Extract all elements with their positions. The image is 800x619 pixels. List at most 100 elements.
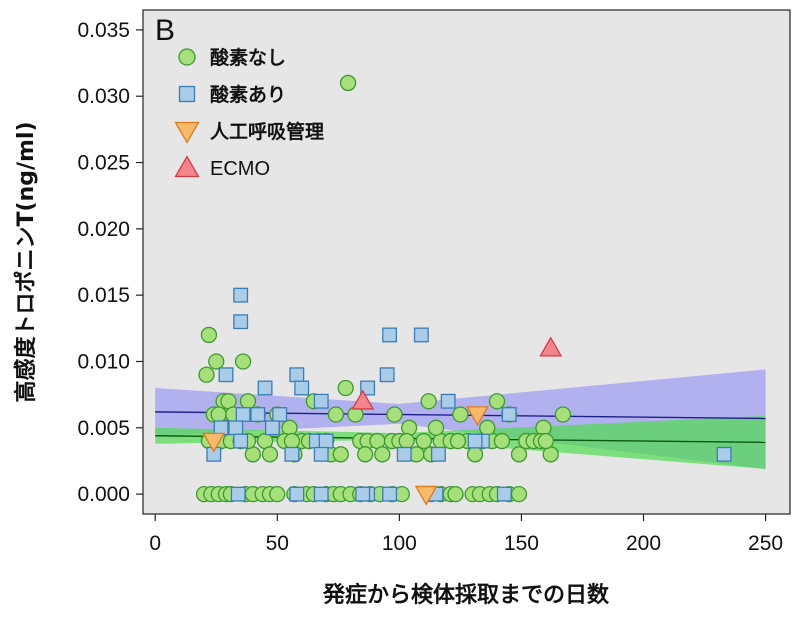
series-1-point-58 (510, 446, 528, 463)
series-2-point-16 (250, 407, 266, 422)
series-2-point-21 (318, 433, 334, 449)
x-axis: 0 50 100 150 200 250 (149, 514, 783, 555)
series-2-point-14 (235, 407, 251, 422)
series-4-point-2 (539, 336, 563, 357)
series-2-point-30 (716, 446, 732, 462)
series-1-point-25 (535, 419, 552, 436)
series-3-point-3 (466, 406, 489, 427)
series-2-point-23 (467, 433, 483, 449)
legend-label-4: ECMO (210, 158, 270, 180)
series-1-point-66 (479, 419, 496, 436)
series-1-point-26 (554, 406, 572, 423)
series-2-point-24 (396, 446, 412, 462)
series-1-point-6 (234, 353, 252, 370)
legend-label-3: 人工呼吸管理 (210, 120, 324, 143)
series-2-point-12 (440, 393, 456, 409)
series-2-point-11 (313, 393, 329, 409)
x-tick-label: 250 (748, 532, 783, 555)
series-4-point-1 (351, 389, 375, 410)
series-2-point-25 (430, 446, 446, 462)
series-4 (351, 336, 563, 410)
series-1-point-47 (400, 419, 418, 436)
series-2-point-13 (501, 407, 517, 422)
series-1-point-49 (415, 432, 432, 450)
series-1-point-63 (357, 446, 374, 463)
series-1-point-33 (261, 446, 279, 463)
series-1-point-57 (493, 432, 511, 450)
x-tick-label: 150 (504, 532, 539, 555)
y-tick-label: 0.035 (77, 19, 130, 42)
y-tick-label: 0.005 (77, 417, 130, 440)
series-1-point-11 (210, 406, 227, 423)
series-1-point-8 (337, 379, 354, 397)
x-tick-label: 50 (266, 532, 289, 555)
series-2-point-8 (413, 327, 429, 343)
y-tick-label: 0.025 (77, 152, 130, 175)
series-2-point-17 (213, 420, 229, 436)
series-3 (202, 406, 489, 506)
series-2-point-9 (257, 380, 273, 396)
x-tick-label: 0 (149, 532, 161, 555)
series-2 (206, 287, 732, 502)
series-2-point-3 (218, 367, 234, 383)
y-tick-label: 0.000 (77, 483, 130, 506)
x-axis-title: 発症から検体採取までの日数 (322, 582, 610, 608)
series-2-point-1 (233, 287, 249, 303)
y-tick-label: 0.020 (77, 218, 130, 241)
series-1-point-54 (466, 446, 484, 463)
series-2-point-2 (233, 314, 249, 330)
series-2-point-31 (230, 486, 246, 502)
series-1-point-64 (427, 419, 445, 436)
series-2-point-6 (379, 367, 395, 383)
series-1-point-1 (198, 366, 215, 383)
series-1-point-97 (447, 485, 464, 503)
legend-marker-3 (174, 121, 200, 144)
series-1-point-68 (398, 432, 415, 450)
series-2-point-5 (360, 380, 376, 396)
legend-marker-2 (178, 85, 196, 103)
series-1-point-18 (327, 406, 345, 423)
y-axis: 0.000 0.005 0.010 0.015 0.020 0.025 0.030 0.035 (77, 19, 143, 506)
series-2-point-4 (289, 367, 305, 383)
series-2-point-37 (496, 486, 512, 502)
series-1-point-65 (449, 432, 467, 450)
legend-marker-4 (174, 155, 200, 178)
series-2-point-26 (313, 446, 329, 462)
series-2-point-10 (294, 380, 310, 396)
series-1-point-20 (386, 406, 403, 423)
series-1-point-21 (420, 393, 437, 410)
series-2-point-18 (228, 420, 244, 436)
y-tick-label: 0.015 (77, 284, 130, 307)
x-tick-label: 200 (626, 532, 661, 555)
x-tick-label: 100 (382, 532, 417, 555)
legend-marker-1 (178, 48, 196, 66)
plot-frame (142, 9, 791, 515)
series-1-point-2 (200, 326, 218, 344)
series-2-point-15 (272, 407, 288, 422)
series-2-point-27 (284, 446, 300, 462)
series-2-point-7 (382, 327, 398, 343)
series-1-point-67 (537, 432, 554, 450)
series-1-point-9 (339, 74, 357, 92)
series-2-point-35 (382, 486, 398, 502)
series-1-point-44 (374, 446, 391, 463)
legend-label-2: 酸素あり (210, 83, 286, 106)
series-2-point-19 (264, 420, 280, 436)
series-1-point-22 (452, 406, 469, 423)
y-axis-title: 高感度トロポニンT(ng/ml) (13, 121, 39, 402)
series-1-point-3 (208, 353, 225, 370)
y-tick-label: 0.030 (77, 85, 130, 108)
series-3-point-1 (202, 432, 226, 453)
series-1-point-23 (488, 393, 506, 410)
series-2-point-29 (233, 433, 249, 449)
series-2-point-33 (313, 486, 329, 502)
series-2-point-32 (289, 486, 305, 502)
series-2-point-38 (355, 486, 371, 502)
legend-label-1: 酸素なし (210, 46, 286, 69)
series-1-point-81 (269, 485, 286, 503)
series-1-point-40 (332, 446, 349, 463)
series-1-point-103 (510, 485, 528, 503)
